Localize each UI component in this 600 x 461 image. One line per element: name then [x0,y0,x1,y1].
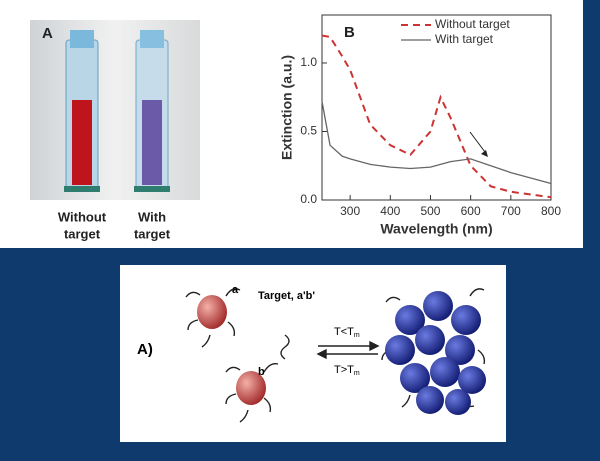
y-tick-label: 1.0 [300,55,317,69]
caption: target [134,226,171,241]
panel-label: B [344,24,355,41]
x-tick-label: 500 [420,204,440,218]
equilibrium-arrows [316,340,380,360]
condition-sub: m [354,332,360,339]
series-line [321,34,552,199]
nanoparticle [197,295,227,329]
photo [30,20,200,200]
plot-frame [321,14,552,201]
diagram-label: A) [137,341,153,358]
condition-sub: m [354,370,360,377]
legend-label: Without target [435,17,510,31]
target-label: Target, a'b' [258,290,315,302]
strand-label: b [258,366,265,378]
condition: T>Tm [334,364,360,377]
y-tick-label: 0.5 [300,124,317,138]
strand-label: a [232,284,239,296]
strands [185,288,486,423]
y-axis-label: Extinction (a.u.) [279,55,295,160]
series-line [321,101,552,185]
legend-label: With target [435,32,494,46]
aggregate [385,291,486,415]
caption: target [64,226,101,241]
x-tick-label: 300 [340,204,360,218]
x-tick-label: 800 [541,204,561,218]
nanoparticle [236,371,266,405]
cuvette [134,30,170,192]
caption: With [138,209,166,224]
caption: Without [58,209,107,224]
condition-text: T<T [334,326,354,338]
annotation-arrow [469,131,488,157]
cuvette [64,30,100,192]
x-tick-label: 600 [461,204,481,218]
x-tick-label: 700 [501,204,521,218]
x-axis-label: Wavelength (nm) [380,221,492,237]
panel-label: A [42,25,53,42]
condition: T<Tm [334,326,360,339]
x-tick-label: 400 [380,204,400,218]
y-tick-label: 0.0 [300,192,317,206]
condition-text: T>T [334,364,354,376]
